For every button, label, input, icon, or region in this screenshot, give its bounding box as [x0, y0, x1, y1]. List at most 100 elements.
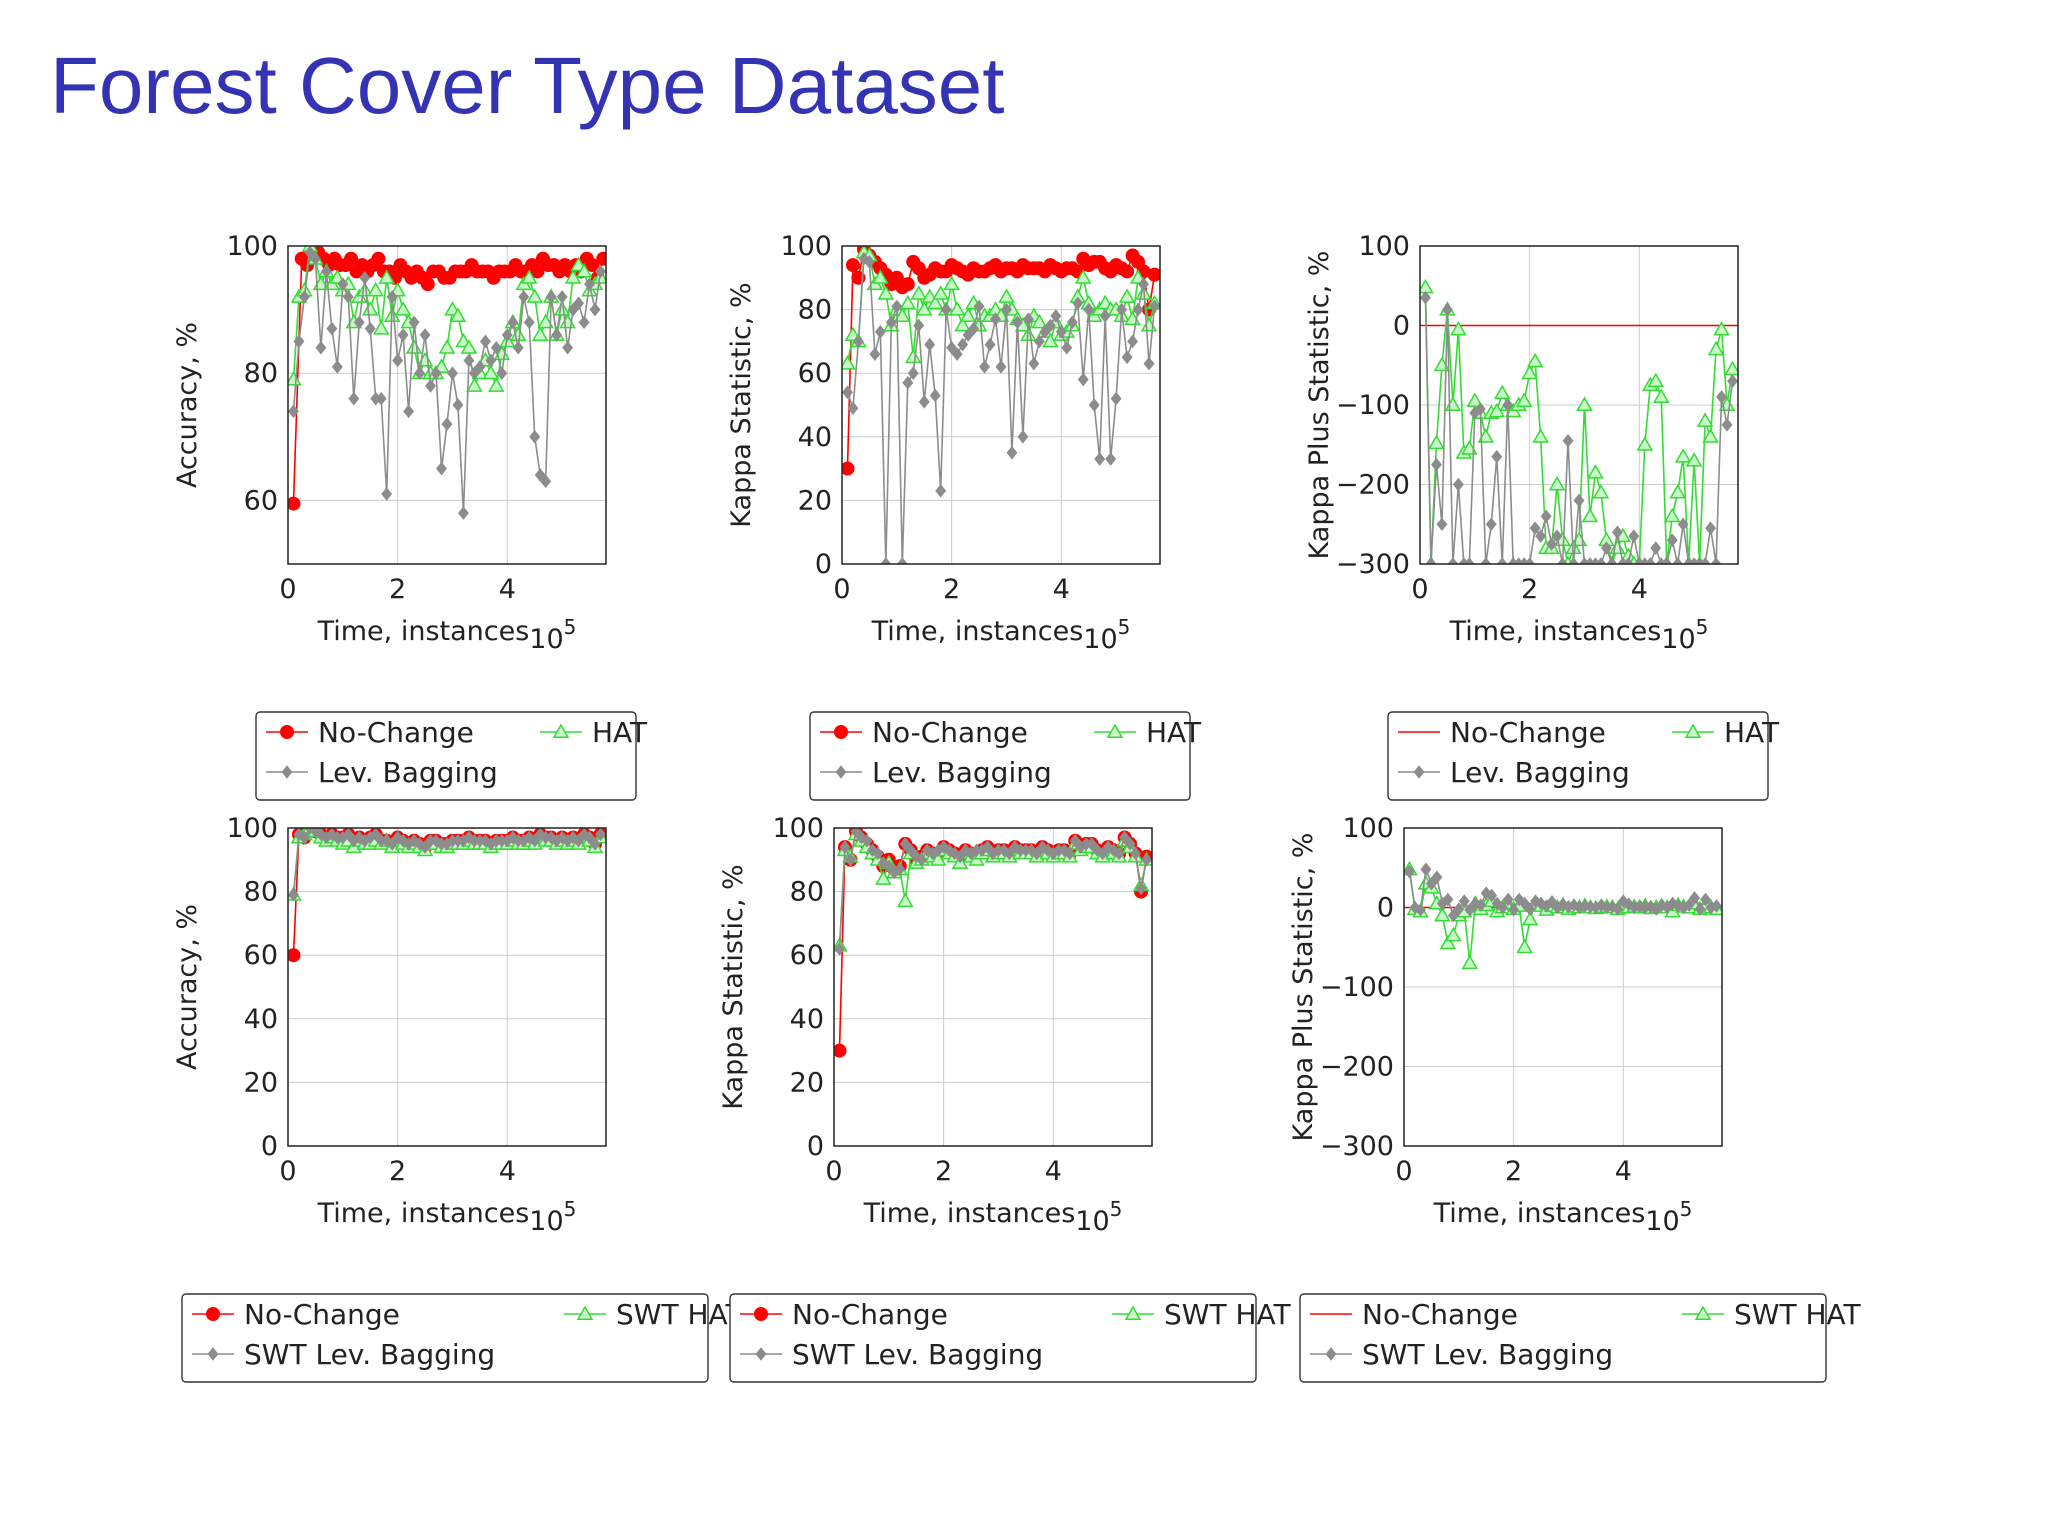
- y-axis-label: Kappa Statistic, %: [726, 282, 757, 527]
- data-point: [425, 379, 436, 393]
- data-point: [1491, 449, 1503, 464]
- data-point: [575, 262, 593, 278]
- series-3: [1420, 290, 1738, 564]
- data-point: [326, 828, 338, 842]
- data-point: [364, 321, 376, 336]
- data-point: [1540, 509, 1552, 524]
- data-point: [567, 302, 579, 317]
- data-point: [863, 255, 875, 269]
- data-point: [1612, 902, 1624, 916]
- data-point: [910, 285, 928, 300]
- data-point: [438, 339, 456, 354]
- data-point: [488, 377, 505, 392]
- data-point: [869, 347, 881, 361]
- data-point: [1431, 870, 1443, 885]
- data-point: [1017, 429, 1029, 444]
- data-point: [1694, 902, 1706, 916]
- data-point: [872, 269, 889, 284]
- legend-label: No-Change: [244, 1298, 400, 1331]
- plot-area: [842, 246, 1160, 564]
- legend-item: SWT Lev. Bagging: [192, 1338, 495, 1371]
- data-point: [902, 375, 914, 390]
- data-point: [1404, 864, 1415, 879]
- data-point: [1428, 434, 1445, 450]
- data-point: [998, 288, 1015, 303]
- legend-marker: [552, 723, 570, 738]
- data-point: [1044, 318, 1056, 333]
- data-point: [1050, 309, 1062, 323]
- chart-3: 0 2 4 −300 −200 −100 0 100 Time, instances105 Kap…: [1304, 231, 1780, 801]
- data-point: [899, 837, 911, 851]
- data-point: [458, 506, 469, 520]
- data-point: [534, 828, 546, 842]
- data-point: [1031, 846, 1043, 861]
- data-point: [595, 264, 606, 279]
- chart-6: 0 2 4 −300 −200 −100 0 100 Time, instances105 Kap…: [1288, 813, 1861, 1383]
- data-point: [394, 301, 412, 316]
- data-point: [526, 288, 544, 303]
- data-point: [918, 395, 930, 409]
- data-point: [507, 830, 519, 845]
- x-tick-label: 0: [279, 574, 296, 605]
- data-point: [1094, 452, 1106, 466]
- data-point: [973, 299, 985, 314]
- data-point: [1420, 290, 1431, 305]
- data-point: [962, 328, 974, 342]
- data-point: [957, 337, 969, 352]
- series-3: [842, 251, 1160, 564]
- data-point: [1474, 402, 1486, 416]
- data-point: [584, 277, 595, 291]
- plot-frame: [833, 827, 1153, 1147]
- legend-item: No-Change: [192, 1298, 400, 1331]
- data-point: [378, 269, 395, 284]
- data-point: [372, 320, 390, 335]
- legend-box: [729, 1293, 1257, 1383]
- y-tick-label: 40: [790, 1004, 824, 1035]
- legend-marker: [280, 725, 294, 739]
- data-point: [905, 843, 917, 858]
- data-point: [430, 366, 442, 381]
- x-tick-label: 4: [1053, 574, 1070, 605]
- data-point: [1546, 537, 1558, 551]
- data-point: [1663, 507, 1681, 523]
- data-point: [834, 1043, 847, 1058]
- data-point: [359, 270, 371, 285]
- data-point: [982, 840, 993, 854]
- data-point: [540, 474, 552, 489]
- data-point: [344, 251, 359, 266]
- legend-item: No-Change: [740, 1298, 948, 1331]
- data-point: [1138, 277, 1149, 291]
- data-point: [877, 285, 895, 300]
- y-tick-label: 0: [261, 1131, 278, 1162]
- legend-label: No-Change: [1362, 1298, 1518, 1331]
- data-point: [304, 246, 316, 260]
- data-point: [1447, 908, 1459, 923]
- series-3: [1404, 862, 1722, 923]
- data-point: [463, 353, 475, 368]
- data-point: [288, 948, 301, 963]
- legend-marker: [755, 1347, 767, 1361]
- data-point: [371, 251, 386, 266]
- data-point: [293, 334, 305, 349]
- data-point: [584, 830, 595, 845]
- plot-frame: [287, 245, 607, 565]
- x-axis-label: Time, instances105: [871, 615, 1131, 655]
- data-point: [1431, 457, 1442, 472]
- data-point: [995, 360, 1007, 374]
- data-point: [951, 347, 963, 361]
- legend-label: SWT Lev. Bagging: [244, 1338, 495, 1371]
- legend-item: No-Change: [266, 716, 474, 749]
- data-point: [1097, 846, 1109, 861]
- data-point: [1689, 891, 1701, 905]
- data-point: [948, 301, 966, 316]
- data-point: [885, 315, 897, 330]
- data-point: [1532, 428, 1549, 443]
- data-point: [1713, 320, 1730, 336]
- data-point: [520, 269, 538, 284]
- y-tick-label: 0: [815, 549, 832, 580]
- data-point: [845, 258, 860, 273]
- legend-marker: [281, 765, 293, 779]
- legend-marker: [206, 1307, 220, 1321]
- y-axis-label: Kappa Plus Statistic, %: [1304, 251, 1335, 560]
